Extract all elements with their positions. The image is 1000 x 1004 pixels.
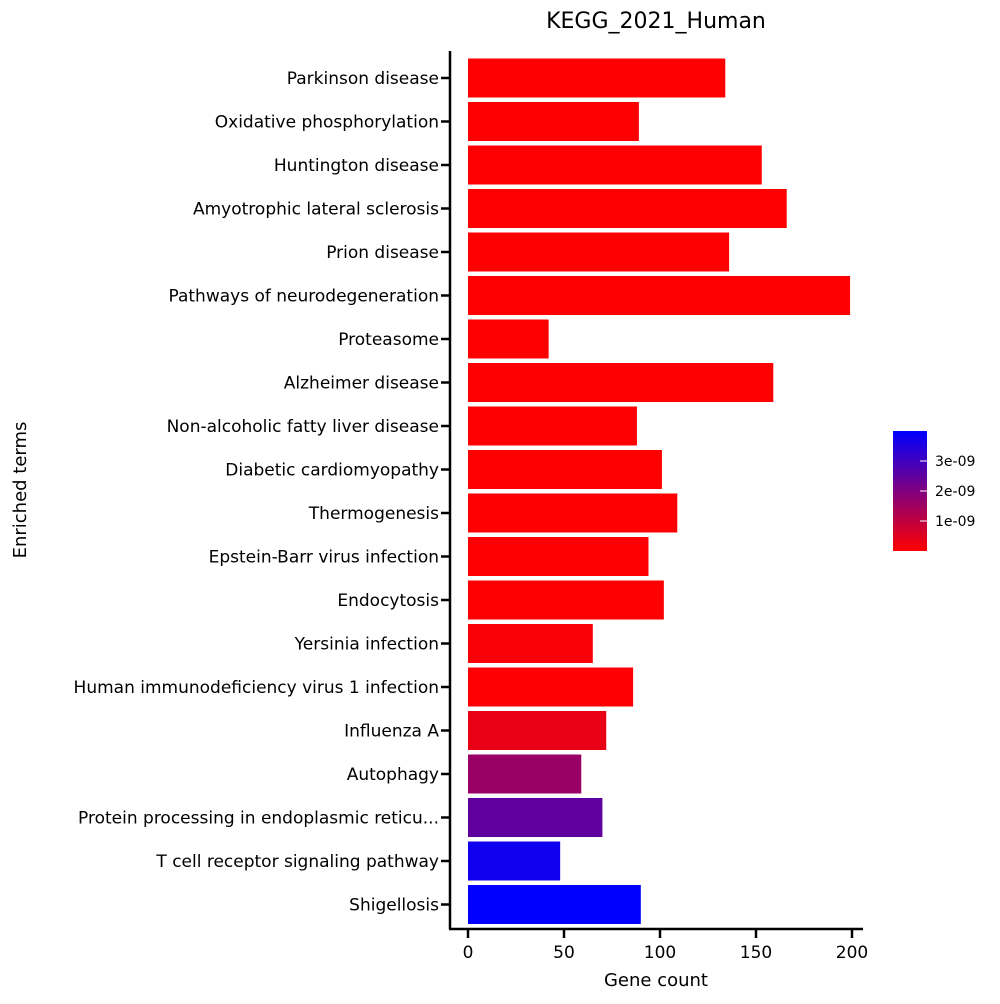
bar: [468, 232, 730, 272]
y-tick-label: Alzheimer disease: [284, 374, 439, 394]
x-tick-label: 200: [836, 943, 868, 963]
y-tick-label: Non-alcoholic fatty liver disease: [167, 417, 439, 437]
y-tick-label: Epstein-Barr virus infection: [209, 548, 439, 568]
bar: [468, 102, 639, 141]
y-tick-label: Diabetic cardiomyopathy: [225, 461, 439, 481]
bar: [468, 580, 664, 620]
bar: [468, 667, 634, 707]
colorbar-tick-group: 1e-09 2e-09 3e-09: [920, 454, 975, 530]
y-tick-label: Proteasome: [338, 330, 439, 350]
bar: [468, 58, 726, 98]
y-tick-label: Yersinia infection: [294, 635, 439, 655]
bar: [468, 145, 762, 185]
y-tick-label: Shigellosis: [349, 896, 439, 916]
y-tick-label: T cell receptor signaling pathway: [155, 852, 439, 872]
bar: [468, 841, 561, 881]
colorbar-tick-label: 1e-09: [935, 514, 975, 530]
x-axis-label: Gene count: [604, 970, 708, 991]
y-tick-label: Human immunodeficiency virus 1 infection: [74, 678, 439, 698]
colorbar-tick-label: 3e-09: [935, 454, 975, 470]
bar: [468, 798, 603, 837]
y-tick-label: Amyotrophic lateral sclerosis: [193, 200, 439, 220]
y-tick-label: Prion disease: [326, 243, 439, 263]
y-tick-label: Huntington disease: [274, 156, 439, 176]
bar: [468, 624, 593, 663]
y-tick-label: Autophagy: [347, 765, 439, 785]
bar: [468, 276, 851, 315]
y-tick-label: Thermogenesis: [308, 504, 439, 524]
y-axis-label: Enriched terms: [10, 422, 31, 559]
bar: [468, 711, 607, 750]
x-tick-label: 150: [740, 943, 772, 963]
bars-group: [468, 58, 851, 924]
x-tick-label: 100: [644, 943, 676, 963]
bar: [468, 754, 582, 794]
y-tick-label: Influenza A: [344, 722, 439, 742]
bar: [468, 885, 641, 924]
y-tick-label: Pathways of neurodegeneration: [168, 287, 439, 307]
bar: [468, 450, 662, 489]
bar: [468, 319, 549, 359]
chart-title: KEGG_2021_Human: [546, 9, 766, 34]
x-tick-group: 0 50 100 150 200: [463, 929, 868, 963]
bar: [468, 537, 649, 576]
y-tick-label: Parkinson disease: [287, 69, 439, 89]
bar: [468, 406, 637, 446]
y-tick-label: Oxidative phosphorylation: [215, 113, 439, 133]
y-tick-label: Endocytosis: [337, 591, 439, 611]
y-tick-label: Protein processing in endoplasmic reticu…: [78, 809, 439, 829]
colorbar: 1e-09 2e-09 3e-09: [893, 431, 975, 551]
bar: [468, 189, 787, 228]
bar: [468, 493, 678, 533]
bar: [468, 363, 774, 402]
x-tick-label: 0: [463, 943, 474, 963]
colorbar-tick-label: 2e-09: [935, 484, 975, 500]
y-tick-group: Parkinson disease Oxidative phosphorylati…: [74, 69, 450, 916]
x-tick-label: 50: [553, 943, 575, 963]
